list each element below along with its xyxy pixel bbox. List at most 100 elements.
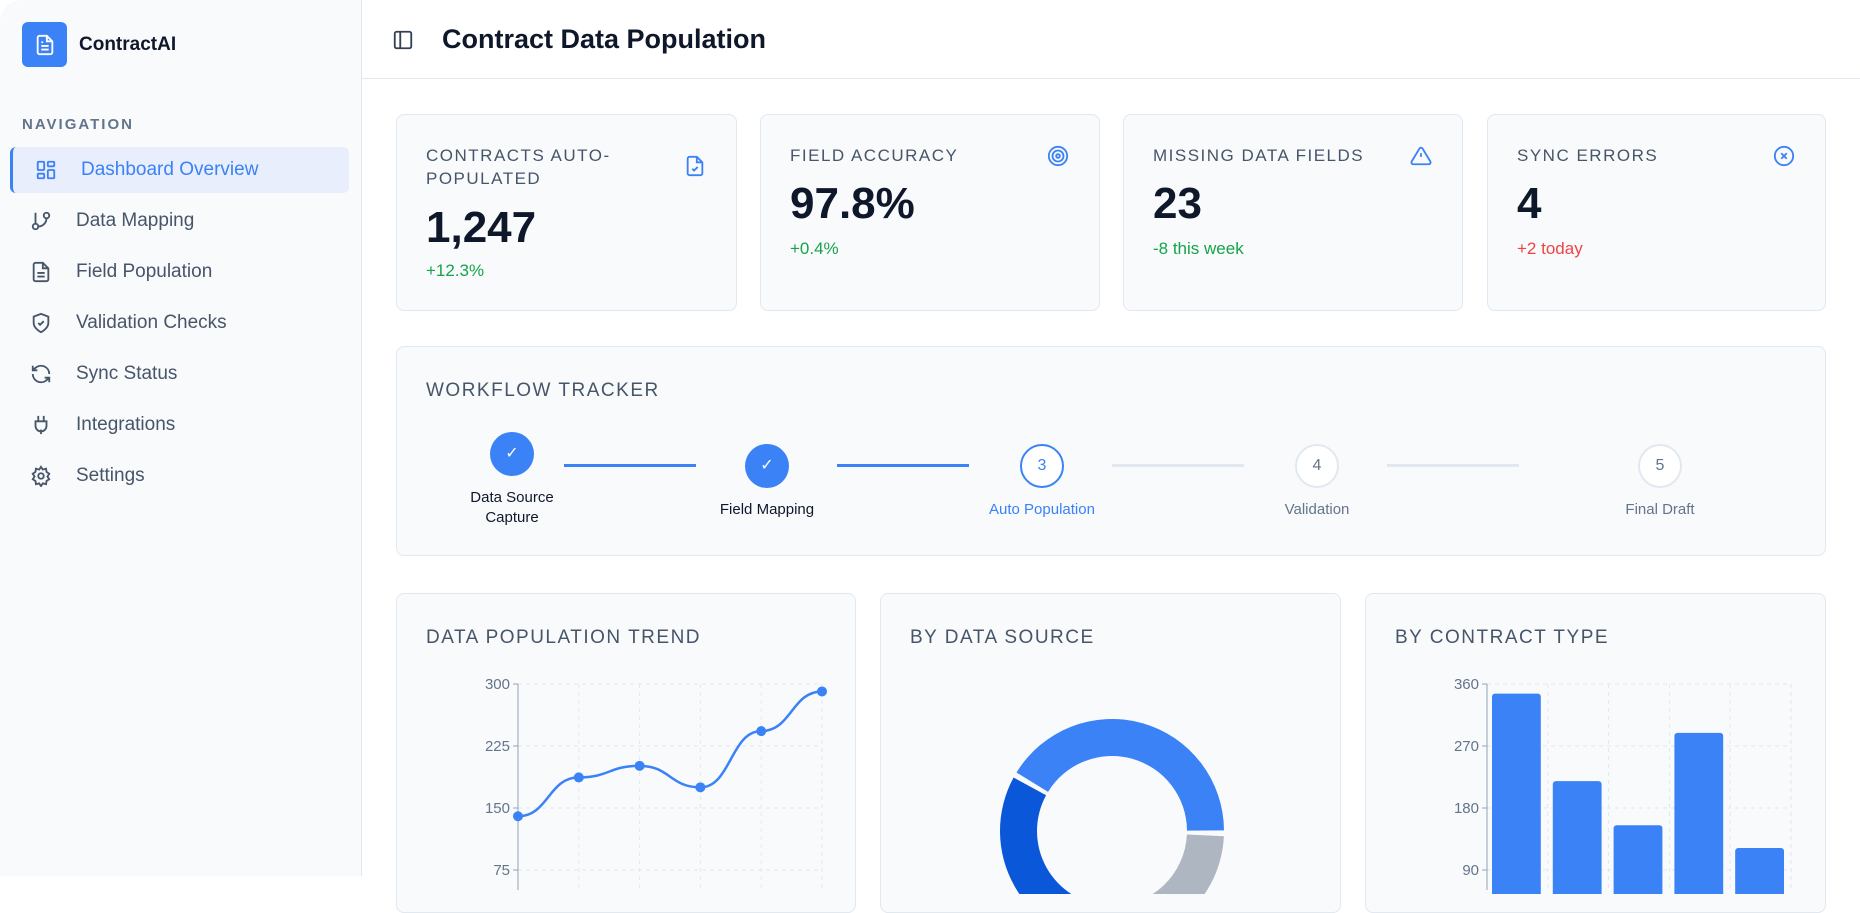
data-point xyxy=(513,811,523,822)
line-chart: 300 225 150 75 xyxy=(485,676,827,890)
bar xyxy=(1552,781,1602,894)
gear-icon xyxy=(31,465,51,487)
series-line xyxy=(517,690,823,818)
check-icon: ✓ xyxy=(490,432,534,476)
sidebar-nav: Dashboard Overview Data Mapping Field Po… xyxy=(10,147,349,504)
workflow-step-4[interactable]: 4 Validation xyxy=(1237,444,1397,520)
step-number: 5 xyxy=(1638,444,1682,488)
workflow-step-5[interactable]: 5 Final Draft xyxy=(1580,444,1740,520)
git-branch-icon xyxy=(31,211,51,231)
plug-icon xyxy=(34,415,48,435)
sidebar-item-sync-status[interactable]: Sync Status xyxy=(10,351,349,397)
kpi-label: MISSING DATA FIELDS xyxy=(1153,146,1365,165)
data-point xyxy=(817,686,827,697)
step-label: Auto Population xyxy=(989,501,1095,518)
bar xyxy=(1492,693,1541,894)
x-circle-icon xyxy=(1773,145,1795,167)
donut-chart xyxy=(1000,719,1224,894)
data-point xyxy=(756,726,767,737)
dashboard-icon xyxy=(36,160,56,180)
donut-slice xyxy=(1152,834,1224,894)
step-connector xyxy=(1112,464,1244,467)
header: Contract Data Population xyxy=(362,0,1860,79)
kpi-label: CONTRACTS AUTO-POPULATED xyxy=(426,146,611,188)
step-number: 3 xyxy=(1020,444,1064,488)
sidebar-item-validation-checks[interactable]: Validation Checks xyxy=(10,300,349,346)
kpi-card-missing-fields: MISSING DATA FIELDS 23 -8 this week xyxy=(1123,114,1463,311)
refresh-icon xyxy=(31,364,51,384)
sidebar-item-label: Data Mapping xyxy=(76,210,195,231)
chart-title: DATA POPULATION TREND xyxy=(426,627,702,648)
sidebar-item-data-mapping[interactable]: Data Mapping xyxy=(10,198,349,244)
step-label: Field Mapping xyxy=(719,501,815,518)
bar xyxy=(1674,732,1724,894)
kpi-card-field-accuracy: FIELD ACCURACY 97.8% +0.4% xyxy=(760,114,1100,311)
file-text-icon xyxy=(32,261,50,283)
sidebar-item-integrations[interactable]: Integrations xyxy=(10,402,349,448)
kpi-card-contracts: CONTRACTS AUTO-POPULATED 1,247 +12.3% xyxy=(396,114,737,311)
workflow-step-2[interactable]: ✓ Field Mapping xyxy=(687,444,847,520)
kpi-delta: +2 today xyxy=(1517,239,1583,258)
y-tick-label: 225 xyxy=(485,738,510,755)
sidebar-item-label: Field Population xyxy=(76,261,213,282)
target-icon xyxy=(1047,145,1069,167)
chart-card-trend: DATA POPULATION TREND 300 225 150 75 xyxy=(396,593,856,913)
kpi-delta: -8 this week xyxy=(1153,239,1244,258)
kpi-delta: +0.4% xyxy=(790,239,839,258)
sidebar-item-dashboard-overview[interactable]: Dashboard Overview xyxy=(10,147,349,193)
y-tick-label: 270 xyxy=(1454,738,1479,755)
y-tick-label: 150 xyxy=(485,800,510,817)
data-point xyxy=(573,772,584,783)
step-label: Data Source Capture xyxy=(470,489,554,526)
y-tick-label: 90 xyxy=(1462,862,1479,879)
kpi-value: 97.8% xyxy=(790,179,915,228)
section-title: WORKFLOW TRACKER xyxy=(426,380,660,401)
chart-title: BY DATA SOURCE xyxy=(910,627,1095,648)
step-connector xyxy=(564,464,696,467)
kpi-value: 23 xyxy=(1153,179,1202,228)
y-tick-label: 180 xyxy=(1454,800,1479,817)
workflow-step-3[interactable]: 3 Auto Population xyxy=(962,444,1122,520)
data-point xyxy=(634,760,645,771)
data-point xyxy=(695,782,706,793)
sidebar-item-label: Sync Status xyxy=(76,363,178,384)
kpi-value: 1,247 xyxy=(426,203,537,252)
app-name: ContractAI xyxy=(79,34,177,55)
sidebar-item-label: Settings xyxy=(76,465,145,486)
y-tick-label: 75 xyxy=(493,862,510,879)
sidebar-toggle-icon[interactable] xyxy=(392,29,414,51)
step-label: Final Draft xyxy=(1625,501,1695,518)
bar xyxy=(1735,847,1784,894)
sidebar: ContractAI NAVIGATION Dashboard Overview… xyxy=(0,0,362,876)
page-title: Contract Data Population xyxy=(442,24,767,54)
chart-card-source: BY DATA SOURCE xyxy=(880,593,1341,913)
logo-icon xyxy=(22,22,67,67)
y-tick-label: 360 xyxy=(1454,676,1479,693)
donut-slice xyxy=(1016,719,1224,831)
kpi-card-sync-errors: SYNC ERRORS 4 +2 today xyxy=(1487,114,1826,311)
sidebar-item-label: Integrations xyxy=(76,414,176,435)
check-icon: ✓ xyxy=(745,444,789,488)
sidebar-item-field-population[interactable]: Field Population xyxy=(10,249,349,295)
sidebar-item-settings[interactable]: Settings xyxy=(10,453,349,499)
step-label: Validation xyxy=(1284,501,1350,518)
workflow-step-1[interactable]: ✓ Data Source Capture xyxy=(432,432,592,528)
file-check-icon xyxy=(686,155,704,177)
shield-check-icon xyxy=(32,312,50,334)
donut-slice xyxy=(1000,777,1072,894)
sidebar-item-label: Validation Checks xyxy=(76,312,227,333)
nav-heading: NAVIGATION xyxy=(22,116,134,133)
kpi-label: FIELD ACCURACY xyxy=(790,146,959,165)
bar-chart: 360 270 180 90 xyxy=(1454,676,1792,894)
workflow-tracker: WORKFLOW TRACKER ✓ Data Source Capture ✓… xyxy=(396,346,1826,556)
step-number: 4 xyxy=(1295,444,1339,488)
kpi-delta: +12.3% xyxy=(426,261,485,280)
sidebar-item-label: Dashboard Overview xyxy=(81,159,259,180)
warning-icon xyxy=(1410,146,1432,166)
kpi-value: 4 xyxy=(1517,179,1542,228)
bar xyxy=(1613,825,1663,894)
step-connector xyxy=(1387,464,1519,467)
y-tick-label: 300 xyxy=(485,676,510,693)
kpi-label: SYNC ERRORS xyxy=(1517,146,1659,165)
chart-card-contract-type: BY CONTRACT TYPE 360 270 180 90 xyxy=(1365,593,1826,913)
